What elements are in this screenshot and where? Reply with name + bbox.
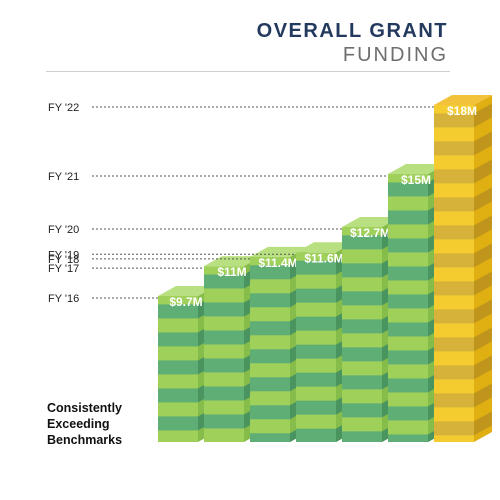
bar-7: $18M xyxy=(434,95,492,442)
note-line-2: Exceeding xyxy=(47,417,110,431)
bar-top-face xyxy=(434,95,492,105)
value-label: $12.7M xyxy=(350,226,390,240)
bar-front-face xyxy=(434,105,474,442)
bar-top-face xyxy=(158,286,216,296)
value-label: $9.7M xyxy=(169,295,202,309)
bar-top-face xyxy=(342,216,400,227)
title-line-1: OVERALL GRANT xyxy=(256,20,448,42)
bar-front-face xyxy=(204,266,244,442)
title-divider xyxy=(46,71,450,72)
fy-label: FY '22 xyxy=(48,102,79,114)
fy-label: FY '17 xyxy=(48,263,79,275)
bar-top-face xyxy=(388,164,446,175)
note-line-1: Consistently xyxy=(47,401,123,415)
note-line-3: Benchmarks xyxy=(47,433,123,447)
bar-front-face xyxy=(158,296,198,442)
fy-label: FY '18 xyxy=(48,254,79,266)
bar-front-face xyxy=(388,174,428,443)
bar-top-face xyxy=(296,242,354,253)
value-label: $11.6M xyxy=(304,251,343,265)
bar-side-face xyxy=(474,95,492,442)
bar-6: $15M xyxy=(388,164,446,443)
bar-front-face xyxy=(296,252,336,442)
fy-label: FY '20 xyxy=(48,224,79,236)
bar-top-face xyxy=(204,256,262,267)
fy-label: FY '16 xyxy=(48,293,79,305)
value-label: $11M xyxy=(217,265,246,279)
value-label: $11.4M xyxy=(258,256,297,270)
fy-label: FY '21 xyxy=(48,171,79,183)
benchmark-note: Consistently Exceeding Benchmarks xyxy=(47,400,122,448)
fy-label: FY '19 xyxy=(48,249,79,261)
bar-front-face xyxy=(250,256,290,442)
value-label: $15M xyxy=(401,173,431,187)
title-line-2: FUNDING xyxy=(342,44,448,66)
value-label: $18M xyxy=(447,104,477,118)
bar-front-face xyxy=(342,226,382,442)
